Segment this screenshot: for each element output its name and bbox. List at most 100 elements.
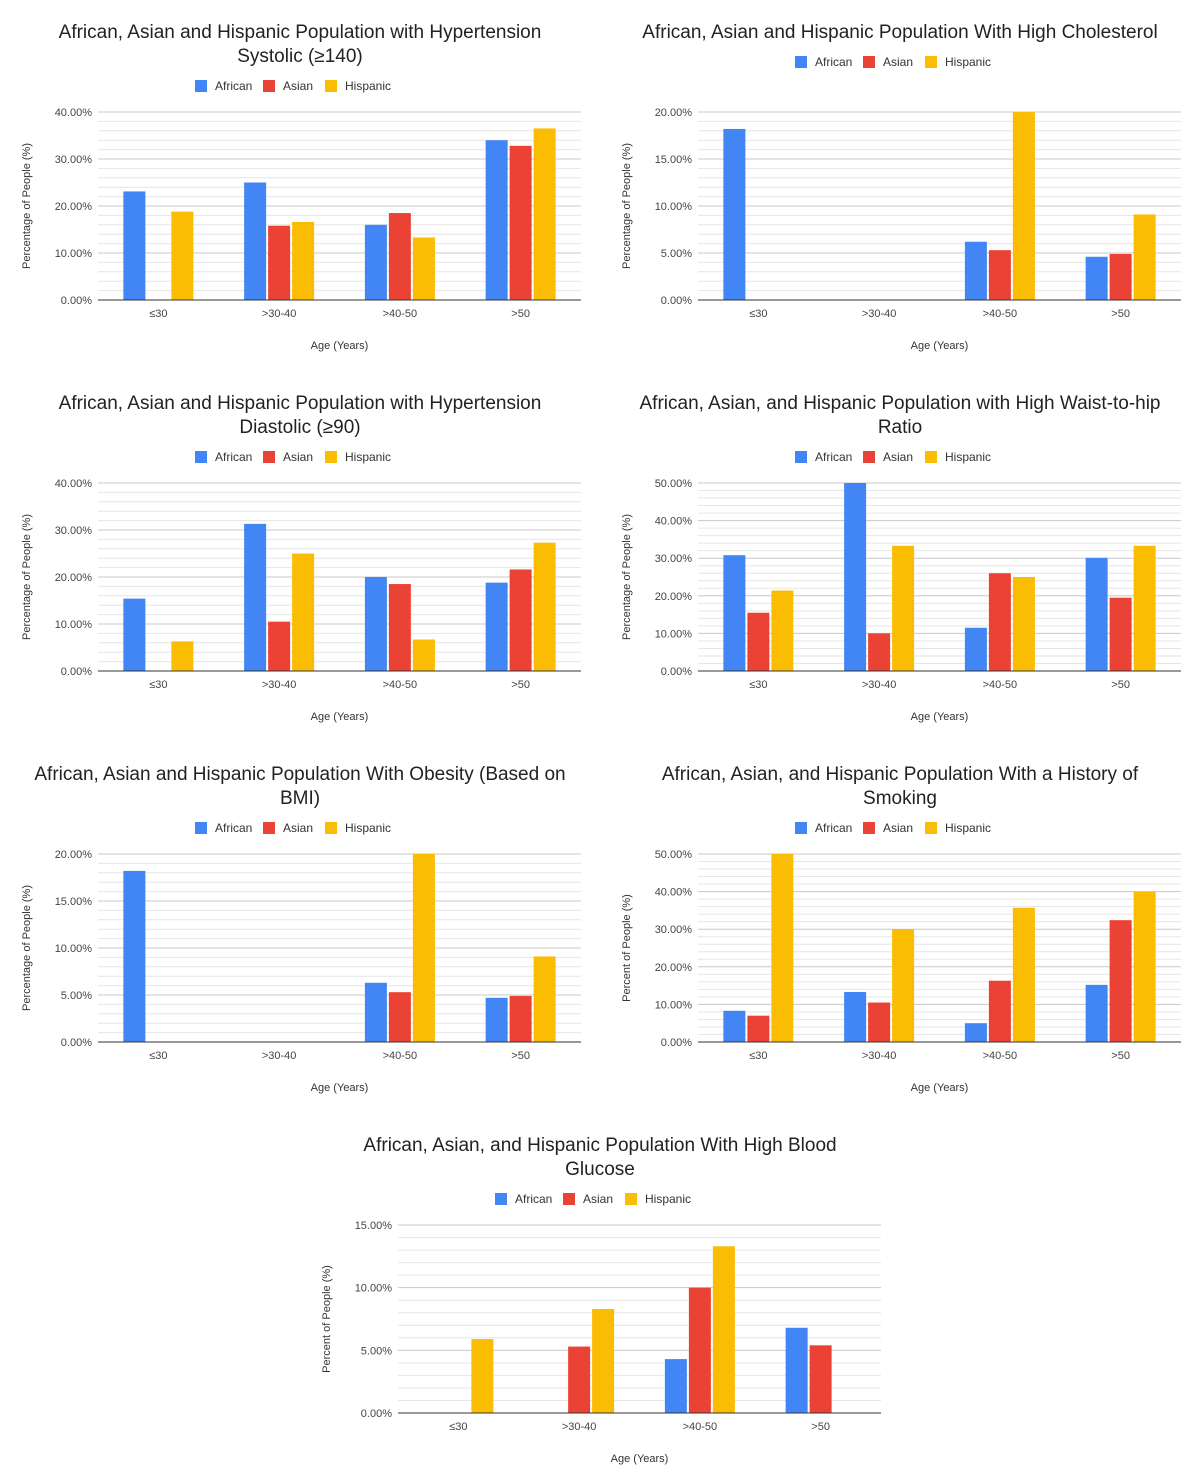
bar-african	[123, 191, 146, 300]
bar-asian	[747, 1015, 770, 1042]
legend-swatch	[263, 80, 275, 92]
bar-asian	[988, 980, 1011, 1042]
bar-hispanic	[171, 211, 194, 300]
y-tick-label: 0.00%	[661, 1037, 692, 1049]
y-tick-label: 5.00%	[661, 248, 692, 260]
legend-swatch	[325, 80, 337, 92]
bar-asian	[268, 225, 291, 300]
y-tick-label: 15.00%	[55, 896, 93, 908]
y-axis-title: Percentage of People (%)	[21, 885, 33, 1011]
legend-swatch	[263, 451, 275, 463]
x-tick-label: >50	[1111, 1050, 1130, 1062]
chart-title: African, Asian, and Hispanic Population …	[662, 764, 1139, 785]
bar-asian	[988, 573, 1011, 671]
chart-svg: African, Asian and Hispanic Population w…	[21, 393, 581, 723]
bar-hispanic	[771, 854, 794, 1042]
x-axis-title: Age (Years)	[311, 340, 369, 352]
bar-hispanic	[412, 237, 435, 300]
y-tick-label: 20.00%	[655, 107, 693, 119]
bar-asian	[868, 1002, 891, 1042]
y-tick-label: 10.00%	[55, 943, 93, 955]
y-tick-label: 0.00%	[661, 295, 692, 307]
chart-waist-to-hip-ratio: African, Asian, and Hispanic Population …	[600, 371, 1200, 742]
bar-hispanic	[592, 1308, 615, 1413]
x-axis-title: Age (Years)	[911, 1082, 969, 1094]
x-tick-label: >50	[511, 308, 530, 320]
bar-african	[1085, 256, 1108, 300]
bar-hispanic	[171, 641, 194, 671]
legend-label: Hispanic	[945, 821, 991, 835]
legend-label: African	[815, 821, 852, 835]
chart-svg: African, Asian, and Hispanic Population …	[621, 764, 1181, 1094]
y-tick-label: 40.00%	[655, 516, 693, 528]
bar-african	[785, 1327, 808, 1413]
x-tick-label: >40-50	[983, 308, 1018, 320]
y-tick-label: 0.00%	[61, 295, 92, 307]
y-tick-label: 10.00%	[655, 628, 693, 640]
x-tick-label: >40-50	[383, 308, 418, 320]
bar-african	[964, 627, 987, 671]
legend-swatch	[795, 822, 807, 834]
bar-hispanic	[771, 590, 794, 671]
chart-smoking-history: African, Asian, and Hispanic Population …	[600, 742, 1200, 1113]
legend-label: Hispanic	[945, 55, 991, 69]
y-tick-label: 20.00%	[655, 962, 693, 974]
bar-hispanic	[1012, 112, 1035, 300]
bar-african	[964, 241, 987, 300]
x-tick-label: >40-50	[983, 679, 1018, 691]
chart-title: African, Asian and Hispanic Population w…	[59, 22, 542, 43]
legend-swatch	[495, 1193, 507, 1205]
y-tick-label: 30.00%	[55, 525, 93, 537]
x-axis-title: Age (Years)	[311, 1082, 369, 1094]
y-tick-label: 5.00%	[361, 1345, 392, 1357]
y-tick-label: 10.00%	[655, 201, 693, 213]
legend-swatch	[325, 451, 337, 463]
legend-swatch	[795, 451, 807, 463]
legend-swatch	[625, 1193, 637, 1205]
legend-swatch	[795, 56, 807, 68]
x-axis-title: Age (Years)	[611, 1453, 669, 1465]
bar-african	[844, 991, 867, 1042]
y-tick-label: 0.00%	[661, 666, 692, 678]
legend-label: African	[515, 1192, 552, 1206]
bar-african	[485, 140, 508, 300]
bar-african	[723, 1010, 746, 1042]
y-tick-label: 30.00%	[55, 154, 93, 166]
x-tick-label: ≤30	[149, 308, 167, 320]
y-tick-label: 0.00%	[361, 1408, 392, 1420]
y-tick-label: 0.00%	[61, 666, 92, 678]
x-tick-label: >30-40	[562, 1421, 597, 1433]
bar-hispanic	[533, 956, 556, 1042]
y-axis-title: Percentage of People (%)	[21, 143, 33, 269]
y-tick-label: 20.00%	[655, 591, 693, 603]
legend-label: Hispanic	[345, 450, 391, 464]
chart-high-cholesterol: African, Asian and Hispanic Population W…	[600, 0, 1200, 371]
legend-label: African	[215, 79, 252, 93]
x-tick-label: >50	[811, 1421, 830, 1433]
chart-title: African, Asian and Hispanic Population W…	[34, 764, 565, 785]
bar-hispanic	[1133, 891, 1156, 1042]
legend-label: African	[815, 55, 852, 69]
legend-label: Asian	[883, 55, 913, 69]
chart-title: Systolic (≥140)	[237, 46, 363, 67]
legend-label: Hispanic	[645, 1192, 691, 1206]
bar-hispanic	[412, 854, 435, 1042]
bar-asian	[509, 995, 532, 1042]
bar-asian	[388, 992, 411, 1042]
y-tick-label: 20.00%	[55, 572, 93, 584]
bar-asian	[809, 1345, 832, 1413]
chart-title: African, Asian and Hispanic Population w…	[59, 393, 542, 414]
bar-hispanic	[1133, 214, 1156, 300]
x-tick-label: >30-40	[262, 1050, 297, 1062]
bar-hispanic	[533, 542, 556, 671]
legend-label: Hispanic	[345, 821, 391, 835]
chart-title: African, Asian, and Hispanic Population …	[363, 1135, 836, 1156]
chart-title: BMI)	[280, 788, 320, 809]
chart-svg: African, Asian and Hispanic Population W…	[621, 22, 1181, 352]
x-tick-label: ≤30	[149, 679, 167, 691]
y-tick-label: 10.00%	[355, 1283, 393, 1295]
x-tick-label: ≤30	[449, 1421, 467, 1433]
bar-african	[123, 870, 146, 1042]
x-tick-label: >50	[511, 679, 530, 691]
legend-swatch	[863, 451, 875, 463]
